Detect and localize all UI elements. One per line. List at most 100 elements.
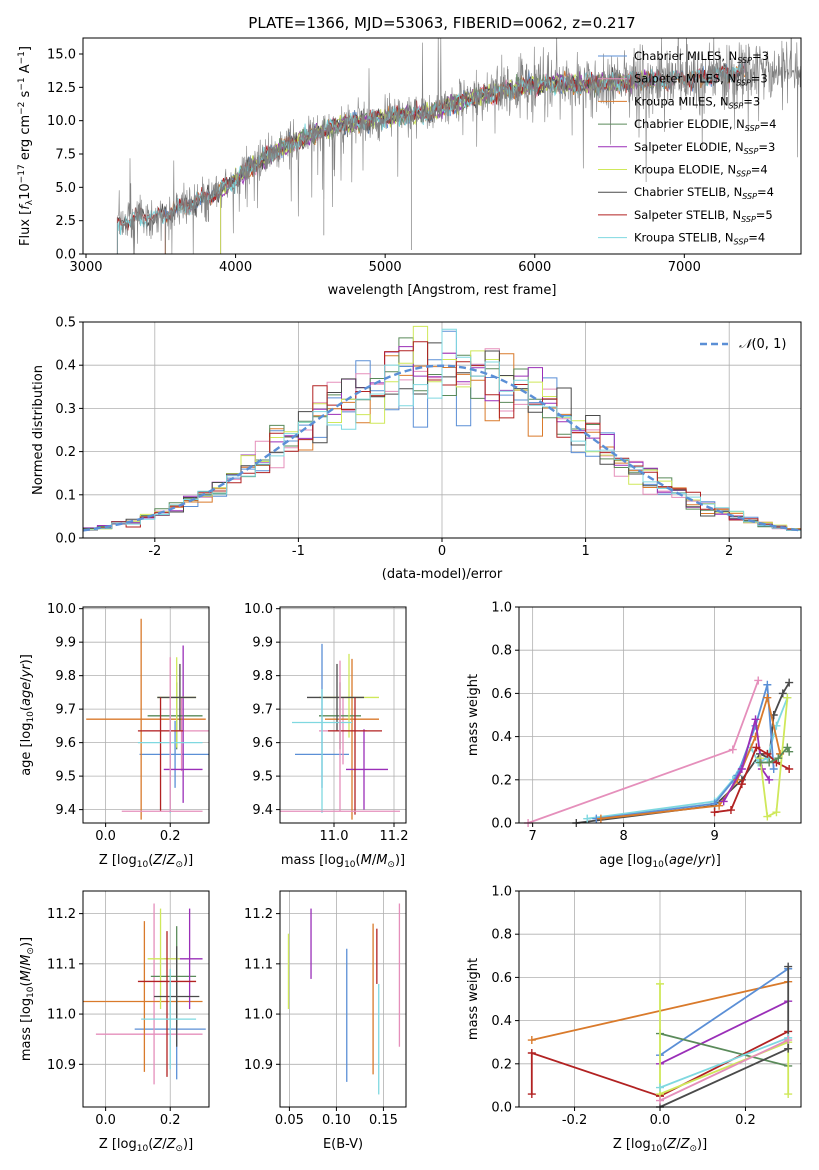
y-tick-label: 0.5: [55, 316, 76, 331]
y-tick-label: 0.6: [491, 687, 512, 702]
marker-kroupa_elodie: [784, 1090, 793, 1099]
x-tick-label: -0.2: [562, 1113, 587, 1128]
chart-spectrum: 3000 4000 5000 6000 7000 0.0 2.5 5.0 7.5 10.0 12.5…: [17, 14, 802, 298]
x-tick-label: 2: [725, 544, 733, 559]
chart-residuals: -2 -1 0 1 2 0.0 0.1 0.2 0.3 0.4 0.5 (data-model)/er…: [31, 316, 802, 582]
series-line-kroupa_elodie: [659, 983, 790, 1096]
legend-label: 𝒩(0, 1): [739, 337, 786, 352]
x-tick-label: 0.2: [160, 1113, 181, 1128]
marker-salpeter_miles: [728, 745, 737, 754]
x-axis-label: Z [log10(Z/Z⊙)]: [613, 1137, 707, 1154]
model-line-salpeter_elodie: [220, 69, 655, 254]
y-tick-label: 0.0: [491, 817, 512, 832]
marker-chabrier_elodie: [756, 758, 765, 767]
axes-frame: [82, 37, 802, 255]
x-tick-label: 6000: [518, 260, 551, 275]
marker-kroupa_elodie: [772, 808, 781, 817]
y-tick-label: 15.0: [47, 48, 76, 63]
marker-kroupa_miles: [715, 801, 724, 810]
y-axis-label: age [log10(age/yr)]: [19, 654, 36, 776]
y-tick-label: 0.2: [491, 1057, 512, 1072]
marker-kroupa_miles: [527, 1036, 536, 1045]
grid: [83, 607, 209, 823]
chart-age_vs_Z: 0.0 0.2 9.4 9.5 9.6 9.7 9.8 9.9 10.0 Z [log10(Z/Z…: [19, 602, 210, 870]
series-line-kroupa_stelib: [659, 1037, 789, 1089]
y-tick-label: 10.0: [244, 602, 273, 617]
y-tick-label: 9.4: [252, 803, 273, 818]
x-tick-label: 0.0: [95, 1113, 116, 1128]
marker-salpeter_stelib: [527, 1090, 536, 1099]
model-line-kroupa_stelib: [116, 63, 745, 254]
x-tick-label: 0.10: [322, 1113, 351, 1128]
x-tick-label: 0.15: [369, 1113, 398, 1128]
marker-salpeter_miles: [754, 676, 763, 685]
marker-salpeter_stelib: [737, 780, 746, 789]
x-tick-label: 4000: [219, 260, 252, 275]
x-tick-label: 7: [529, 829, 537, 844]
y-tick-label: 1.0: [491, 601, 512, 616]
marker-salpeter_stelib: [785, 765, 794, 773]
x-axis-label: E(B-V): [323, 1137, 363, 1152]
y-tick-label: 9.8: [252, 669, 273, 684]
marker-salpeter_elodie: [719, 797, 728, 806]
y-tick-label: 0.2: [491, 773, 512, 788]
x-tick-label: 1: [581, 544, 589, 559]
y-tick-label: 7.5: [55, 148, 76, 163]
y-axis-label: Flux [fλ10−17 erg cm−2 s−1 A−1]: [17, 46, 35, 246]
y-tick-label: 10.9: [47, 1058, 76, 1073]
x-tick-label: 8: [619, 829, 627, 844]
y-tick-label: 0.0: [55, 532, 76, 547]
y-tick-label: 0.3: [55, 402, 76, 417]
chart-mass_vs_Z: 0.0 0.2 10.9 11.0 11.1 11.2 Z [log10(Z/Z⊙)] mas…: [19, 890, 210, 1154]
y-tick-label: 0.8: [491, 644, 512, 659]
y-tick-label: 11.1: [47, 957, 76, 972]
series-line-salpeter_stelib: [530, 1030, 789, 1098]
y-tick-label: 10.0: [47, 602, 76, 617]
x-tick-label: 0: [438, 544, 446, 559]
series-line-salpeter_elodie: [659, 1000, 789, 1065]
series-line-chabrier_stelib: [576, 682, 790, 824]
y-tick-label: 0.1: [55, 488, 76, 503]
y-tick-label: 11.0: [47, 1008, 76, 1023]
marker-kroupa_miles: [763, 693, 772, 702]
x-tick-label: -1: [292, 544, 305, 559]
y-tick-label: 9.8: [55, 669, 76, 684]
x-tick-label: 0.2: [735, 1113, 756, 1128]
axes-frame: [279, 606, 407, 824]
chart-title: PLATE=1366, MJD=53063, FIBERID=0062, z=0…: [248, 14, 635, 32]
y-tick-label: 9.9: [55, 636, 76, 651]
marker-salpeter_miles: [656, 1096, 664, 1105]
axes-frame: [82, 321, 802, 539]
axes-frame: [518, 890, 802, 1108]
x-tick-label: -2: [148, 544, 161, 559]
x-tick-label: 5000: [369, 260, 402, 275]
y-tick-label: 0.2: [55, 445, 76, 460]
marker-kroupa_elodie: [783, 693, 792, 702]
legend: Chabrier MILES, NSSP=3 Salpeter MILES, NS…: [598, 49, 776, 247]
series-line-salpeter_miles: [659, 1039, 789, 1102]
legend-label: Chabrier MILES, NSSP=3: [634, 49, 769, 65]
y-tick-label: 9.5: [252, 770, 273, 785]
model-line-chabrier_stelib: [116, 62, 745, 254]
y-tick-label: 0.4: [491, 730, 512, 745]
x-axis-label: Z [log10(Z/Z⊙)]: [99, 1137, 193, 1154]
x-axis-label: Z [log10(Z/Z⊙)]: [99, 853, 193, 870]
axes-frame: [82, 606, 210, 824]
series-line-chabrier_miles: [659, 968, 789, 1056]
chart-mass_weight_vs_Z: -0.2 0.0 0.2 0.0 0.2 0.4 0.6 0.8 1.0 mass weight Z…: [466, 885, 802, 1154]
spectrum-line: [117, 38, 801, 254]
x-tick-label: 0.0: [650, 1113, 671, 1128]
x-axis-label: wavelength [Angstrom, rest frame]: [328, 283, 557, 298]
y-tick-label: 9.9: [252, 636, 273, 651]
y-tick-label: 9.6: [252, 736, 273, 751]
marker-chabrier_miles: [769, 765, 778, 773]
legend-label: Kroupa STELIB, NSSP=4: [634, 231, 765, 247]
x-tick-label: 3000: [69, 260, 102, 275]
legend-label: Salpeter STELIB, NSSP=5: [634, 208, 773, 224]
y-tick-label: 9.7: [252, 703, 273, 718]
marker-kroupa_stelib: [656, 1083, 664, 1092]
marker-salpeter_miles: [784, 1036, 793, 1045]
normal-curve: [82, 364, 802, 532]
chart-mass_vs_ebv: 0.05 0.10 0.15 10.9 11.0 11.1 11.2 E(B-V): [244, 890, 407, 1152]
